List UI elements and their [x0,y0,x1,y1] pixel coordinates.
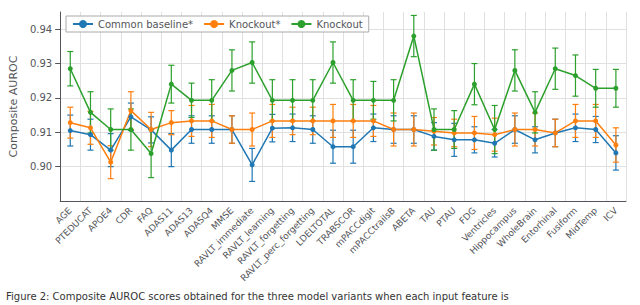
svg-text:Ventricles: Ventricles [460,205,499,244]
svg-text:CDR: CDR [114,205,135,226]
svg-text:RAVLT_immediate: RAVLT_immediate [192,205,256,269]
svg-text:ADAS11: ADAS11 [142,205,175,239]
svg-text:0.92: 0.92 [30,92,52,103]
svg-text:ICV: ICV [602,205,620,223]
svg-text:Knockout: Knockout [316,19,362,30]
svg-text:MMSE: MMSE [209,205,236,232]
svg-text:APOE4: APOE4 [86,205,115,234]
svg-text:TAU: TAU [418,205,438,225]
svg-text:ADAS13: ADAS13 [162,205,196,239]
svg-text:Figure 2: Composite AUROC scor: Figure 2: Composite AUROC scores obtaine… [6,291,509,302]
svg-text:AGE: AGE [53,205,74,226]
svg-text:ADASQ4: ADASQ4 [181,205,216,240]
svg-text:0.93: 0.93 [30,58,52,69]
svg-text:0.90: 0.90 [30,161,52,172]
svg-text:RAVLT_learning: RAVLT_learning [220,205,276,261]
svg-text:0.91: 0.91 [30,127,52,138]
svg-text:Knockout*: Knockout* [229,19,280,30]
svg-text:mPACCtrailsB: mPACCtrailsB [347,205,397,255]
svg-text:RAVLT_forgetting: RAVLT_forgetting [235,205,297,267]
svg-text:FDG: FDG [457,205,478,226]
svg-text:ABETA: ABETA [390,205,418,233]
svg-text:WholeBrain: WholeBrain [495,205,539,250]
svg-text:mPACCdigit: mPACCdigit [333,205,377,250]
svg-text:FAQ: FAQ [135,205,155,225]
svg-text:Fusiform: Fusiform [544,205,579,240]
svg-text:0.94: 0.94 [30,24,52,35]
svg-text:LDELTOTAL: LDELTOTAL [294,205,337,248]
svg-text:RAVLT_perc_forgetting: RAVLT_perc_forgetting [238,205,317,284]
svg-text:Entorhinal: Entorhinal [519,205,559,245]
svg-text:TRABSCOR: TRABSCOR [315,205,357,248]
svg-text:Composite AUROC: Composite AUROC [7,55,20,157]
svg-text:PTEDUCAT: PTEDUCAT [53,205,94,246]
svg-text:Common baseline*: Common baseline* [98,19,193,30]
svg-text:MidTemp: MidTemp [564,205,599,240]
svg-text:Hippocampus: Hippocampus [467,205,519,256]
svg-text:PTAU: PTAU [434,205,457,228]
